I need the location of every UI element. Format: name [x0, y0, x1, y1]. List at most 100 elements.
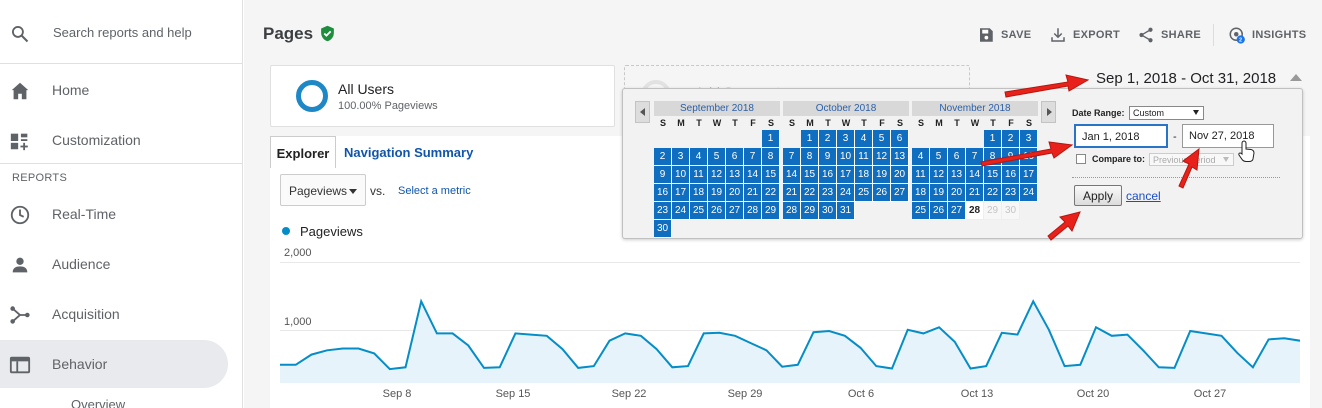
calendar-day[interactable]: 8: [762, 148, 780, 166]
calendar-day[interactable]: 6: [726, 148, 744, 166]
select-metric-link[interactable]: Select a metric: [398, 185, 471, 197]
end-date-input[interactable]: Nov 27, 2018: [1182, 124, 1274, 148]
calendar-day[interactable]: 16: [819, 166, 837, 184]
calendar-day[interactable]: 4: [855, 130, 873, 148]
tab-navigation-summary[interactable]: Navigation Summary: [344, 145, 474, 160]
calendar-day[interactable]: 26: [930, 202, 948, 220]
calendar-day[interactable]: 26: [708, 202, 726, 220]
calendar-day[interactable]: 20: [891, 166, 909, 184]
calendar-day[interactable]: 13: [948, 166, 966, 184]
sidebar-item-behavior[interactable]: Behavior: [0, 340, 228, 388]
compare-select[interactable]: Previous period: [1149, 153, 1234, 166]
calendar-day[interactable]: 20: [948, 184, 966, 202]
calendar-day[interactable]: 2: [819, 130, 837, 148]
sidebar-item-home[interactable]: Home: [0, 66, 243, 114]
calendar-day[interactable]: 7: [966, 148, 984, 166]
calendar-day[interactable]: 7: [783, 148, 801, 166]
calendar-day[interactable]: 31: [837, 202, 855, 220]
calendar-day[interactable]: 10: [672, 166, 690, 184]
sidebar-item-customization[interactable]: Customization: [0, 116, 243, 164]
calendar-day[interactable]: 22: [762, 184, 780, 202]
calendar-day[interactable]: 27: [948, 202, 966, 220]
date-range-select[interactable]: Custom: [1129, 106, 1204, 120]
calendar-day[interactable]: 28: [744, 202, 762, 220]
calendar-day[interactable]: 15: [801, 166, 819, 184]
calendar-day[interactable]: 15: [984, 166, 1002, 184]
calendar-day[interactable]: 14: [966, 166, 984, 184]
apply-button[interactable]: Apply: [1074, 185, 1122, 206]
calendar-day[interactable]: 20: [726, 184, 744, 202]
sidebar-subitem-overview[interactable]: Overview: [71, 397, 126, 408]
calendar-day[interactable]: 8: [801, 148, 819, 166]
calendar-day[interactable]: 8: [984, 148, 1002, 166]
sidebar-item-realtime[interactable]: Real-Time: [0, 190, 243, 238]
calendar-day[interactable]: 27: [891, 184, 909, 202]
calendar-day[interactable]: 23: [654, 202, 672, 220]
calendar-day[interactable]: 11: [855, 148, 873, 166]
insights-button[interactable]: 2 INSIGHTS: [1228, 26, 1306, 44]
share-button[interactable]: SHARE: [1137, 26, 1201, 44]
calendar-day[interactable]: 12: [873, 148, 891, 166]
calendar-day[interactable]: 30: [654, 220, 672, 238]
calendar-day[interactable]: 17: [672, 184, 690, 202]
cancel-link[interactable]: cancel: [1126, 189, 1161, 203]
calendar-day[interactable]: 26: [873, 184, 891, 202]
calendar-day[interactable]: 23: [819, 184, 837, 202]
calendar-day[interactable]: 7: [744, 148, 762, 166]
calendar-day[interactable]: 1: [762, 130, 780, 148]
calendar-day[interactable]: 22: [801, 184, 819, 202]
calendar-day[interactable]: 11: [690, 166, 708, 184]
sidebar-item-audience[interactable]: Audience: [0, 240, 243, 288]
next-month-button[interactable]: [1041, 101, 1056, 123]
calendar-day[interactable]: 13: [726, 166, 744, 184]
calendar-day[interactable]: 24: [672, 202, 690, 220]
calendar-day[interactable]: 3: [837, 130, 855, 148]
calendar-day[interactable]: 6: [891, 130, 909, 148]
calendar-day[interactable]: 2: [1002, 130, 1020, 148]
calendar-day[interactable]: 23: [1002, 184, 1020, 202]
calendar-day[interactable]: 5: [930, 148, 948, 166]
calendar-day[interactable]: 22: [984, 184, 1002, 202]
calendar-day[interactable]: 25: [690, 202, 708, 220]
calendar-day[interactable]: 4: [690, 148, 708, 166]
calendar-day[interactable]: 11: [912, 166, 930, 184]
calendar-day[interactable]: 19: [708, 184, 726, 202]
calendar-day[interactable]: 1: [984, 130, 1002, 148]
calendar-day[interactable]: 2: [654, 148, 672, 166]
metric-dropdown[interactable]: Pageviews: [280, 174, 366, 206]
date-range-selector[interactable]: Sep 1, 2018 - Oct 31, 2018: [1096, 70, 1277, 87]
calendar-day[interactable]: 12: [708, 166, 726, 184]
calendar-day[interactable]: 21: [783, 184, 801, 202]
calendar-day[interactable]: 12: [930, 166, 948, 184]
calendar-day[interactable]: 18: [690, 184, 708, 202]
calendar-day[interactable]: 28: [783, 202, 801, 220]
calendar-day[interactable]: 16: [654, 184, 672, 202]
calendar-day[interactable]: 5: [708, 148, 726, 166]
calendar-day[interactable]: 14: [783, 166, 801, 184]
calendar-day[interactable]: 21: [744, 184, 762, 202]
segment-card-all-users[interactable]: All Users 100.00% Pageviews: [270, 65, 615, 127]
calendar-day[interactable]: 28: [966, 202, 984, 220]
calendar-day[interactable]: 10: [1020, 148, 1038, 166]
calendar-day[interactable]: 18: [855, 166, 873, 184]
calendar-day[interactable]: 16: [1002, 166, 1020, 184]
calendar-day[interactable]: 6: [948, 148, 966, 166]
calendar-day[interactable]: 3: [672, 148, 690, 166]
calendar-day[interactable]: 10: [837, 148, 855, 166]
date-range-caret-icon[interactable]: [1290, 74, 1302, 81]
calendar-day[interactable]: 27: [726, 202, 744, 220]
calendar-day[interactable]: 9: [654, 166, 672, 184]
sidebar-item-acquisition[interactable]: Acquisition: [0, 290, 243, 338]
search-box[interactable]: Search reports and help: [0, 0, 243, 64]
compare-checkbox[interactable]: [1076, 154, 1086, 164]
calendar-day[interactable]: 13: [891, 148, 909, 166]
calendar-day[interactable]: 19: [873, 166, 891, 184]
calendar-day[interactable]: 1: [801, 130, 819, 148]
calendar-day[interactable]: 3: [1020, 130, 1038, 148]
tab-explorer[interactable]: Explorer: [270, 136, 336, 168]
calendar-day[interactable]: 24: [1020, 184, 1038, 202]
calendar-day[interactable]: 18: [912, 184, 930, 202]
calendar-day[interactable]: 15: [762, 166, 780, 184]
calendar-day[interactable]: 24: [837, 184, 855, 202]
calendar-day[interactable]: 14: [744, 166, 762, 184]
